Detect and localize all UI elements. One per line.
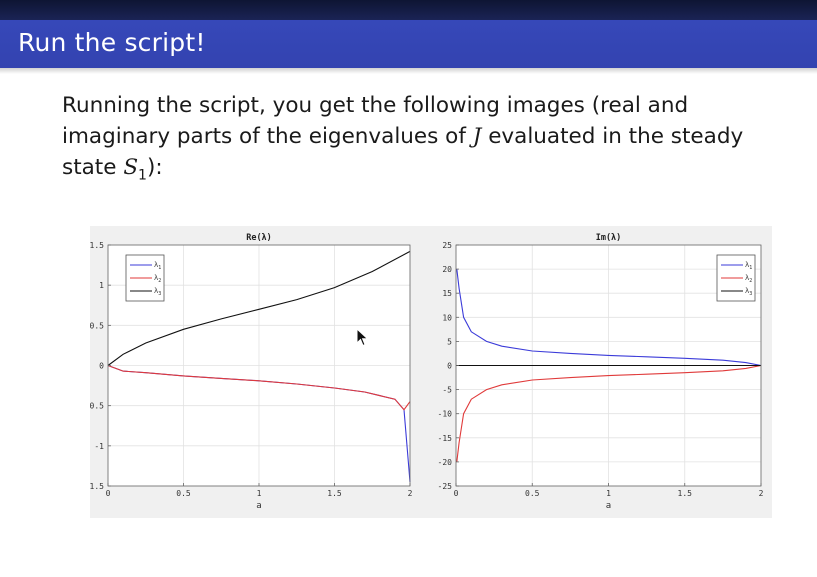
legend-label: λ3 [745, 287, 752, 297]
y-tick-label: -25 [438, 482, 453, 491]
real-part-plot: 0 0.5 1 1.5 2 -1.5 -1 -0.5 0 0.5 1 1.5 Re(λ) a λ1 λ2 λ3 [85, 233, 413, 511]
y-tick-label: 0 [447, 362, 452, 371]
legend-label: λ2 [154, 274, 161, 284]
paragraph-line-2: imaginary parts of the eigenvalues of J … [62, 121, 762, 152]
figure-panel: 00.511.52-1.5-1-0.500.511.5Re(λ)aλ1λ2λ30… [85, 226, 772, 518]
x-tick-label: 0.5 [525, 489, 540, 498]
y-tick-label: 5 [447, 337, 452, 346]
slide-title-bar: Run the script! [0, 20, 817, 68]
x-tick-label: 2 [408, 489, 413, 498]
x-tick-label: 0 [106, 489, 111, 498]
legend-label: λ1 [745, 261, 752, 271]
mouse-cursor-icon [356, 328, 369, 347]
math-variable-j: J [472, 124, 482, 149]
legend: λ1 λ2 λ3 [125, 254, 165, 302]
y-tick-label: 1 [99, 281, 104, 290]
math-variable-s: S [123, 155, 139, 180]
paragraph-line-2-start: imaginary parts of the eigenvalues of [62, 124, 473, 149]
x-tick-label: 0.5 [176, 489, 191, 498]
y-tick-label: 10 [442, 313, 452, 322]
paragraph-line-1: Running the script, you get the followin… [62, 93, 689, 118]
legend-label: λ2 [745, 274, 752, 284]
y-tick-label: 1.5 [90, 241, 104, 250]
y-tick-label: -0.5 [90, 402, 104, 411]
y-tick-label: -1.5 [90, 482, 104, 491]
x-tick-label: 1 [606, 489, 611, 498]
paragraph-line-3-end: ): [146, 155, 163, 180]
chart-title: Re(λ) [246, 233, 272, 243]
chart-title: Im(λ) [596, 233, 622, 243]
paragraph-line-3-start: state [62, 155, 124, 180]
y-tick-label: -5 [442, 386, 452, 395]
y-tick-label: -15 [438, 434, 453, 443]
legend: λ1 λ2 λ3 [716, 254, 756, 302]
y-tick-label: 0 [99, 362, 104, 371]
x-tick-label: 1 [257, 489, 262, 498]
y-tick-label: -10 [438, 410, 453, 419]
y-tick-label: -20 [438, 458, 453, 467]
x-axis-label: a [256, 501, 261, 511]
top-navigation-bar [0, 0, 817, 20]
paragraph-line-3: state S1): [62, 152, 762, 191]
legend-label: λ1 [154, 261, 161, 271]
legend-label: λ3 [154, 287, 161, 297]
y-tick-label: 0.5 [90, 321, 104, 330]
x-tick-label: 1.5 [678, 489, 693, 498]
series-line-λ1 [456, 269, 762, 367]
title-bar-shadow [0, 68, 817, 74]
slide-paragraph: Running the script, you get the followin… [62, 90, 762, 191]
slide-title: Run the script! [18, 28, 206, 57]
y-tick-label: -1 [94, 442, 104, 451]
y-tick-label: 25 [442, 241, 452, 250]
x-tick-label: 2 [759, 489, 764, 498]
x-tick-label: 0 [454, 489, 459, 498]
series-line-λ2 [456, 364, 762, 462]
x-tick-label: 1.5 [327, 489, 342, 498]
x-axis-label: a [606, 501, 611, 511]
math-subscript: 1 [138, 167, 147, 184]
series-line-λ2 [107, 364, 411, 411]
imaginary-part-plot: 0 0.5 1 1.5 2 -25 -20 -15 -10 -5 0 5 10 15 20 25 Im(λ) a λ… [438, 233, 764, 511]
paragraph-line-2-end: evaluated in the steady [481, 124, 744, 149]
y-tick-label: 20 [442, 265, 452, 274]
eigenvalue-figure: 00.511.52-1.5-1-0.500.511.5Re(λ)aλ1λ2λ30… [85, 233, 764, 511]
series-line-λ3 [107, 250, 411, 366]
y-tick-label: 15 [442, 289, 452, 298]
